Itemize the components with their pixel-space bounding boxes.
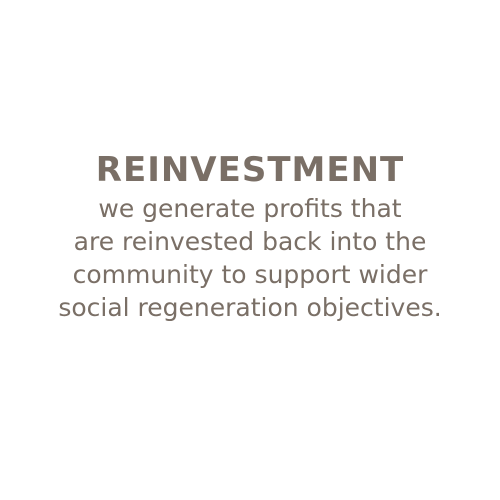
description-line: we generate profits that <box>98 194 402 223</box>
description-line: are reinvested back into the <box>73 227 427 256</box>
description: we generate profits that are reinvested … <box>0 192 500 324</box>
heading: REINVESTMENT <box>95 150 405 190</box>
description-line: community to support wider <box>72 260 428 289</box>
text-block: REINVESTMENT we generate profits that ar… <box>0 148 500 324</box>
description-line: social regeneration objectives. <box>58 293 442 322</box>
